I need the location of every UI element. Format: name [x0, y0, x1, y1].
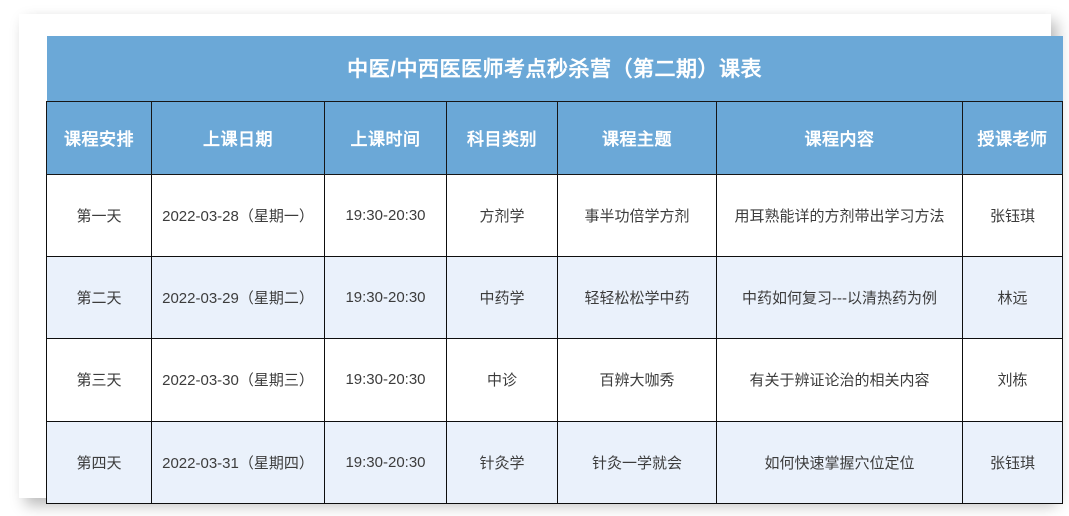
- cell-content: 有关于辨证论治的相关内容: [716, 338, 963, 422]
- table-head: 中医/中西医医师考点秒杀营（第二期）课表 课程安排 上课日期 上课时间 科目类别…: [46, 36, 1064, 175]
- column-header-subject: 科目类别: [446, 100, 558, 175]
- cell-time: 19:30-20:30: [324, 338, 447, 422]
- cell-time: 19:30-20:30: [324, 255, 447, 340]
- cell-date: 2022-03-28（星期一）: [151, 173, 325, 257]
- cell-arrangement: 第二天: [46, 255, 152, 340]
- cell-subject: 针灸学: [446, 420, 558, 505]
- cell-date: 2022-03-29（星期二）: [151, 255, 325, 340]
- cell-topic: 轻轻松松学中药: [557, 255, 717, 340]
- column-header-content: 课程内容: [716, 100, 963, 175]
- cell-teacher: 张钰琪: [961, 420, 1064, 505]
- table-row: 第二天 2022-03-29（星期二） 19:30-20:30 中药学 轻轻松松…: [46, 255, 1064, 340]
- page-title: 中医/中西医医师考点秒杀营（第二期）课表: [46, 36, 1063, 101]
- table-body: 第一天 2022-03-28（星期一） 19:30-20:30 方剂学 事半功倍…: [46, 173, 1064, 505]
- cell-content: 如何快速掌握穴位定位: [716, 420, 963, 505]
- table-row: 第三天 2022-03-30（星期三） 19:30-20:30 中诊 百辨大咖秀…: [46, 338, 1064, 422]
- column-header-row: 课程安排 上课日期 上课时间 科目类别 课程主题 课程内容 授课老师: [46, 100, 1064, 175]
- table-row: 第四天 2022-03-31（星期四） 19:30-20:30 针灸学 针灸一学…: [46, 420, 1064, 505]
- schedule-table-container: 中医/中西医医师考点秒杀营（第二期）课表 课程安排 上课日期 上课时间 科目类别…: [46, 36, 1064, 505]
- cell-date: 2022-03-30（星期三）: [151, 338, 325, 422]
- cell-subject: 中药学: [446, 255, 558, 340]
- cell-teacher: 张钰琪: [961, 173, 1064, 257]
- title-banner-row: 中医/中西医医师考点秒杀营（第二期）课表: [46, 36, 1063, 101]
- cell-time: 19:30-20:30: [324, 173, 447, 257]
- cell-topic: 针灸一学就会: [557, 420, 717, 505]
- cell-teacher: 林远: [961, 255, 1064, 340]
- table-card-frame: 中医/中西医医师考点秒杀营（第二期）课表 课程安排 上课日期 上课时间 科目类别…: [19, 14, 1064, 505]
- cell-content: 中药如何复习---以清热药为例: [716, 255, 963, 340]
- cell-arrangement: 第三天: [46, 338, 152, 422]
- column-header-arrangement: 课程安排: [46, 100, 152, 175]
- cell-time: 19:30-20:30: [324, 420, 447, 505]
- cell-content: 用耳熟能详的方剂带出学习方法: [716, 173, 963, 257]
- cell-arrangement: 第四天: [46, 420, 152, 505]
- column-header-topic: 课程主题: [557, 100, 717, 175]
- column-header-teacher: 授课老师: [961, 100, 1064, 175]
- cell-teacher: 刘栋: [961, 338, 1064, 422]
- cell-date: 2022-03-31（星期四）: [151, 420, 325, 505]
- cell-arrangement: 第一天: [46, 173, 152, 257]
- table-row: 第一天 2022-03-28（星期一） 19:30-20:30 方剂学 事半功倍…: [46, 173, 1064, 257]
- cell-topic: 事半功倍学方剂: [557, 173, 717, 257]
- course-schedule-table: 中医/中西医医师考点秒杀营（第二期）课表 课程安排 上课日期 上课时间 科目类别…: [46, 36, 1064, 505]
- column-header-time: 上课时间: [324, 100, 447, 175]
- column-header-date: 上课日期: [151, 100, 325, 175]
- cell-subject: 方剂学: [446, 173, 558, 257]
- cell-topic: 百辨大咖秀: [557, 338, 717, 422]
- cell-subject: 中诊: [446, 338, 558, 422]
